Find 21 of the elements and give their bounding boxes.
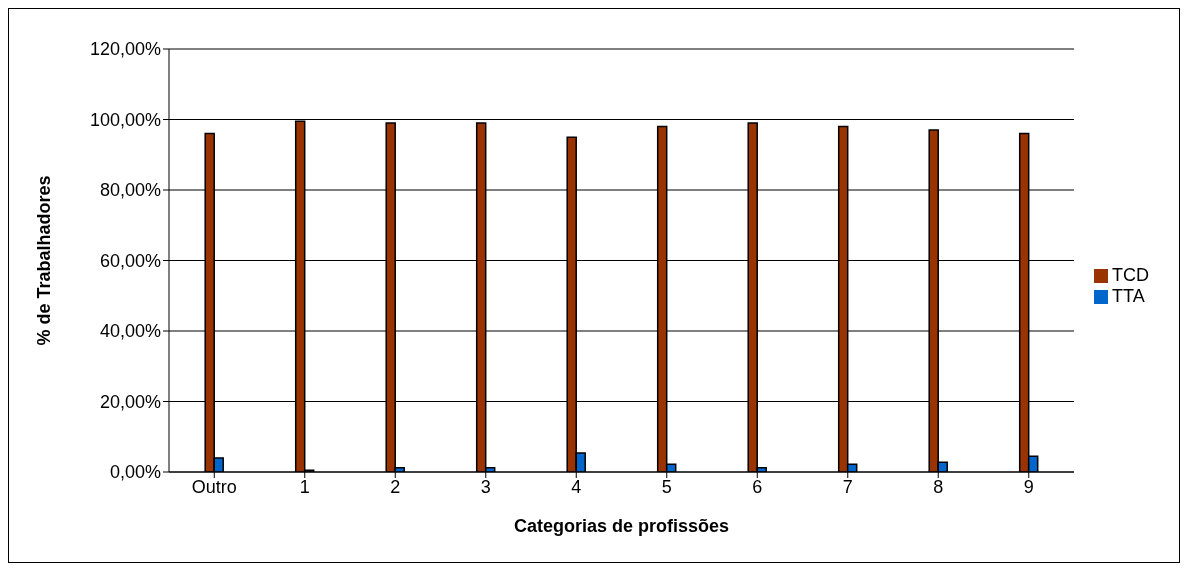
y-axis-title: % de Trabalhadores bbox=[34, 175, 55, 346]
y-tick-label: 60,00% bbox=[99, 250, 161, 271]
legend-label: TCD bbox=[1112, 264, 1149, 285]
x-tick-label: 1 bbox=[299, 476, 310, 497]
y-tick-label: 20,00% bbox=[99, 391, 161, 412]
y-tick-label: 0,00% bbox=[109, 462, 161, 483]
x-tick-label: 7 bbox=[842, 476, 853, 497]
x-tick-label: 8 bbox=[933, 476, 944, 497]
y-tick-label: 40,00% bbox=[99, 321, 161, 342]
y-tick-label: 120,00% bbox=[89, 39, 161, 60]
x-tick-label: 6 bbox=[752, 476, 763, 497]
legend-label: TTA bbox=[1112, 285, 1145, 306]
x-tick-label: 5 bbox=[661, 476, 672, 497]
x-tick-label: 9 bbox=[1023, 476, 1034, 497]
x-tick-label: Outro bbox=[191, 476, 237, 497]
x-tick-label: 4 bbox=[571, 476, 582, 497]
x-axis-title: Categorias de profissões bbox=[513, 516, 730, 536]
x-tick-label: 2 bbox=[390, 476, 401, 497]
x-tick-label: 3 bbox=[480, 476, 491, 497]
y-tick-label: 100,00% bbox=[89, 109, 161, 130]
y-tick-label: 80,00% bbox=[99, 180, 161, 201]
